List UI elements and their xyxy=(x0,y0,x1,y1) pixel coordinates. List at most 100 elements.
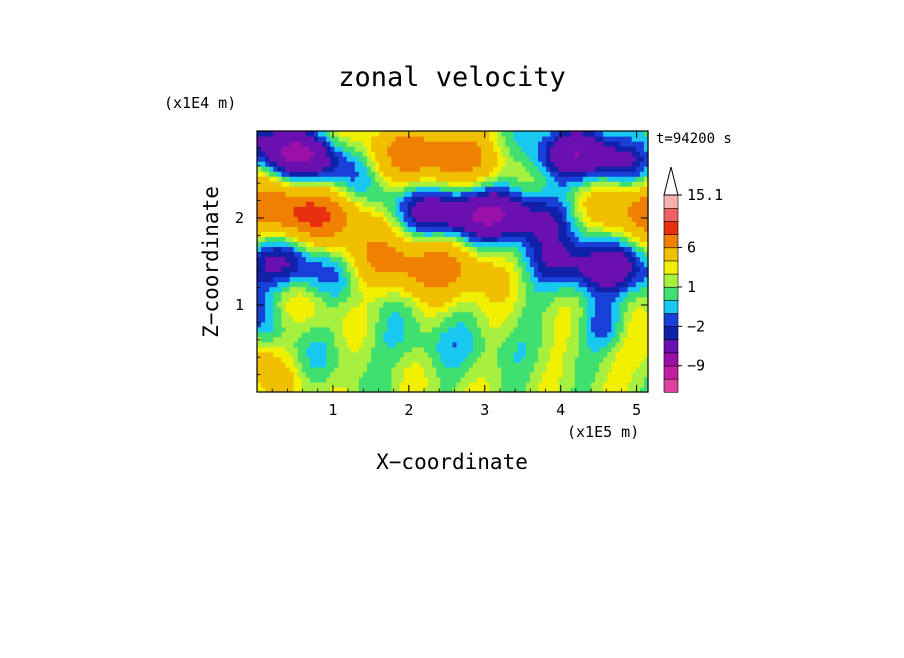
field-cell xyxy=(358,226,364,232)
field-cell xyxy=(391,141,397,147)
field-cell xyxy=(607,141,612,147)
field-cell xyxy=(525,326,531,333)
field-cell xyxy=(456,196,462,202)
field-cell xyxy=(574,171,580,177)
field-cell xyxy=(395,141,401,147)
field-cell xyxy=(375,361,380,368)
field-cell xyxy=(578,266,584,273)
field-cell xyxy=(485,156,490,162)
field-cell xyxy=(460,241,466,248)
field-cell xyxy=(309,216,315,222)
field-cell xyxy=(509,291,515,298)
field-cell xyxy=(619,231,625,237)
field-cell xyxy=(558,276,564,283)
field-cell xyxy=(419,216,425,222)
field-cell xyxy=(485,361,490,368)
field-cell xyxy=(521,201,527,207)
field-cell xyxy=(623,276,629,283)
field-cell xyxy=(342,256,348,263)
field-cell xyxy=(452,186,458,192)
field-cell xyxy=(297,156,303,162)
field-cell xyxy=(493,326,498,333)
field-cell xyxy=(399,326,405,333)
field-cell xyxy=(550,276,555,283)
field-cell xyxy=(436,271,441,278)
field-cell xyxy=(517,351,523,358)
field-cell xyxy=(468,166,474,172)
field-cell xyxy=(366,191,372,197)
field-cell xyxy=(485,186,490,192)
field-cell xyxy=(399,141,405,147)
field-cell xyxy=(468,371,474,378)
field-cell xyxy=(489,296,494,303)
field-cell xyxy=(358,331,364,338)
field-cell xyxy=(460,341,466,348)
field-cell xyxy=(550,261,555,268)
field-cell xyxy=(415,316,421,323)
field-cell xyxy=(481,191,486,197)
field-cell xyxy=(285,286,291,293)
field-cell xyxy=(314,276,319,283)
field-cell xyxy=(428,241,433,248)
field-cell xyxy=(448,376,454,383)
field-cell xyxy=(423,196,429,202)
field-cell xyxy=(468,221,474,227)
field-cell xyxy=(481,161,486,167)
field-cell xyxy=(578,156,584,162)
field-cell xyxy=(305,331,311,338)
field-cell xyxy=(314,316,319,323)
field-cell xyxy=(578,336,584,343)
field-cell xyxy=(497,251,502,258)
field-cell xyxy=(350,141,356,147)
field-cell xyxy=(305,131,311,137)
field-cell xyxy=(334,296,340,303)
field-cell xyxy=(383,231,388,237)
field-cell xyxy=(415,311,421,318)
field-cell xyxy=(513,201,519,207)
field-cell xyxy=(493,291,498,298)
field-cell xyxy=(297,316,303,323)
field-cell xyxy=(436,236,441,243)
field-cell xyxy=(615,231,621,237)
field-cell xyxy=(627,261,633,268)
field-cell xyxy=(399,301,405,308)
field-cell xyxy=(289,291,295,298)
field-cell xyxy=(293,211,299,217)
field-cell xyxy=(635,191,641,197)
field-cell xyxy=(476,141,482,147)
field-cell xyxy=(481,131,486,137)
y-axis-unit: (x1E4 m) xyxy=(164,94,236,112)
field-cell xyxy=(493,296,498,303)
field-cell xyxy=(305,341,311,348)
field-cell xyxy=(411,286,417,293)
field-cell xyxy=(607,136,612,142)
field-cell xyxy=(631,381,637,388)
field-cell xyxy=(432,246,437,253)
field-cell xyxy=(314,371,319,378)
field-cell xyxy=(293,251,299,258)
field-cell xyxy=(362,261,368,268)
field-cell xyxy=(309,206,315,212)
field-cell xyxy=(586,296,592,303)
field-cell xyxy=(269,211,274,217)
field-cell xyxy=(314,386,319,393)
field-cell xyxy=(265,321,270,328)
field-cell xyxy=(305,226,311,232)
field-cell xyxy=(330,171,335,177)
field-cell xyxy=(261,186,266,192)
field-cell xyxy=(322,226,327,232)
field-cell xyxy=(546,251,551,258)
field-cell xyxy=(346,321,352,328)
field-cell xyxy=(322,376,327,383)
field-cell xyxy=(387,261,392,268)
field-cell xyxy=(542,236,547,243)
field-cell xyxy=(423,226,429,232)
field-cell xyxy=(318,326,323,333)
field-cell xyxy=(391,261,397,268)
field-cell xyxy=(505,286,511,293)
field-cell xyxy=(643,376,649,383)
field-cell xyxy=(448,236,454,243)
field-cell xyxy=(623,216,629,222)
field-cell xyxy=(550,201,555,207)
field-cell xyxy=(550,351,555,358)
